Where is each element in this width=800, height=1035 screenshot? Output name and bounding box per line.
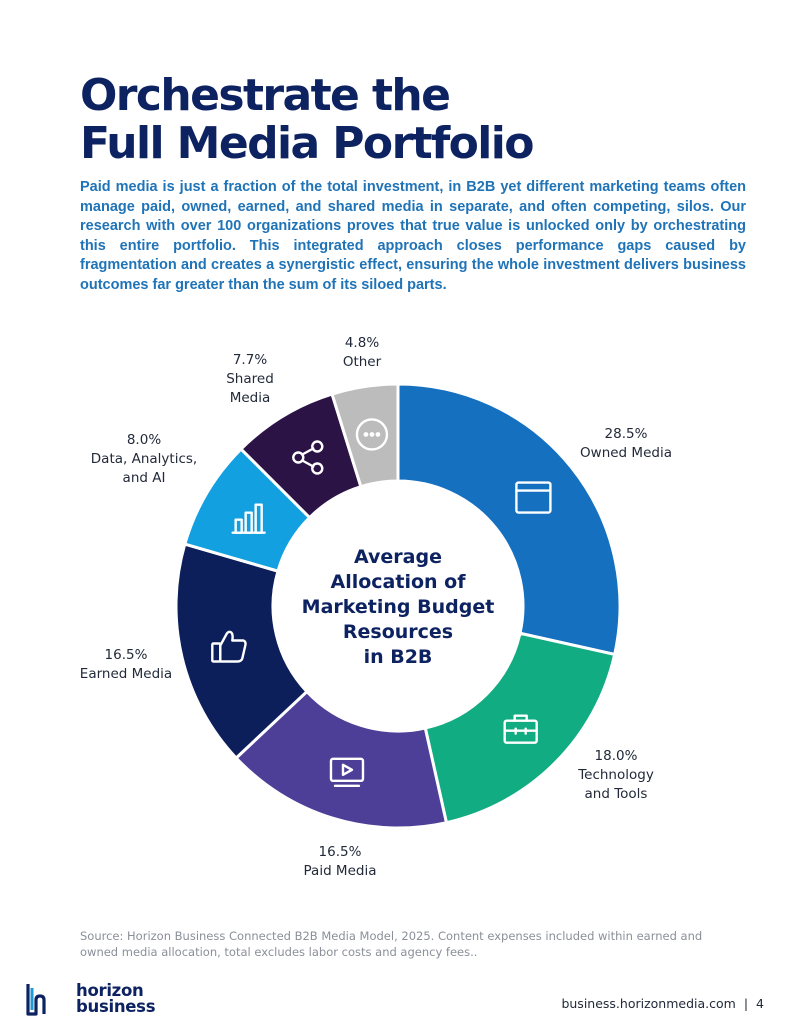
toolbox-icon bbox=[503, 714, 538, 744]
horizon-business-logo: horizon business bbox=[26, 982, 156, 1020]
page-footer: business.horizonmedia.com | 4 bbox=[561, 996, 764, 1011]
more-dots-icon bbox=[355, 418, 389, 451]
donut-chart: 28.5% Owned Media 18.0% Technology and Tools… bbox=[80, 335, 672, 879]
slice-label-6-line-3: Media bbox=[230, 390, 271, 406]
slice-label-5-line-2: Data, Analytics, bbox=[91, 451, 197, 467]
center-title-line-5: in B2B bbox=[364, 646, 433, 668]
slice-label-6-line-1: 7.7% bbox=[233, 352, 267, 368]
slice-label-7-line-1: 4.8% bbox=[345, 335, 379, 351]
slice-label-1-line-2: Owned Media bbox=[580, 445, 672, 461]
donut-slice-1 bbox=[396, 382, 622, 657]
footer-separator: | bbox=[743, 996, 749, 1011]
slice-label-1-line-1: 28.5% bbox=[605, 426, 648, 442]
slice-label-3-line-1: 16.5% bbox=[319, 844, 362, 860]
donut-slice-4 bbox=[174, 542, 309, 761]
title-line-1: Orchestrate the bbox=[80, 70, 451, 121]
browser-window-icon bbox=[515, 481, 552, 514]
horizon-logo-icon bbox=[26, 984, 46, 1016]
footer-url[interactable]: business.horizonmedia.com bbox=[561, 996, 736, 1011]
slice-label-2-line-1: 18.0% bbox=[595, 748, 638, 764]
center-title-line-4: Resources bbox=[343, 621, 453, 643]
thumbs-up-icon bbox=[211, 630, 247, 663]
intro-paragraph: Paid media is just a fraction of the tot… bbox=[80, 179, 746, 293]
slice-label-7-line-2: Other bbox=[343, 354, 382, 370]
slice-label-2-line-3: and Tools bbox=[585, 786, 648, 802]
share-icon bbox=[292, 440, 324, 475]
slice-label-5-line-3: and AI bbox=[123, 470, 166, 486]
title-line-2: Full Media Portfolio bbox=[80, 118, 534, 169]
bar-chart-icon bbox=[231, 503, 266, 534]
slice-label-4-line-1: 16.5% bbox=[105, 647, 148, 663]
donut-slice-2 bbox=[423, 631, 617, 825]
slice-label-2-line-2: Technology bbox=[577, 767, 654, 783]
center-title-line-2: Allocation of bbox=[331, 571, 467, 593]
video-play-icon bbox=[329, 757, 365, 788]
center-title-line-1: Average bbox=[354, 546, 442, 568]
logo-word-horizon: horizon bbox=[76, 981, 144, 1000]
slice-label-5-line-1: 8.0% bbox=[127, 432, 161, 448]
slice-label-4-line-2: Earned Media bbox=[80, 666, 172, 682]
page-title: Orchestrate the Full Media Portfolio bbox=[80, 70, 534, 169]
source-note: Source: Horizon Business Connected B2B M… bbox=[80, 929, 703, 959]
page-number: 4 bbox=[756, 996, 764, 1011]
center-title-line-3: Marketing Budget bbox=[302, 596, 495, 618]
slice-label-3-line-2: Paid Media bbox=[304, 863, 377, 879]
logo-word-business: business bbox=[76, 997, 156, 1016]
slice-label-6-line-2: Shared bbox=[226, 371, 274, 387]
